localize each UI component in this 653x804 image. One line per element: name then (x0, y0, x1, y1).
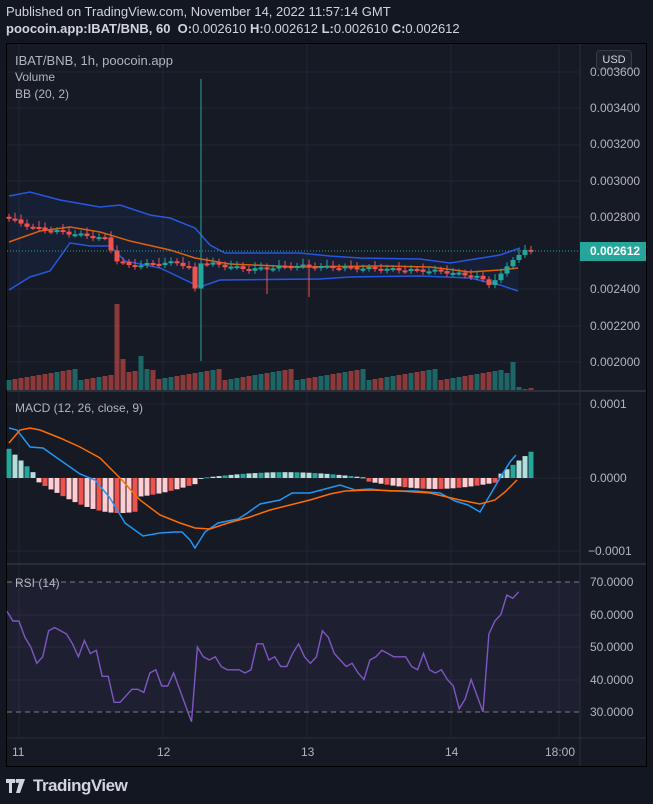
symbol-name: poocoin.app:IBAT/BNB, 60 (6, 21, 171, 36)
brand-name: TradingView (33, 776, 128, 795)
macd-legend[interactable]: MACD (12, 26, close, 9) (15, 401, 144, 415)
tradingview-logo[interactable]: TradingView (6, 776, 128, 796)
price-tick: 0.002200 (590, 319, 641, 333)
high-value: 0.002612 (263, 21, 318, 36)
price-tick: 0.002800 (590, 210, 641, 224)
time-tick: 12 (157, 745, 171, 759)
price-tick: 0.002000 (590, 355, 641, 369)
volume-legend[interactable]: Volume (15, 70, 56, 84)
low-value: 0.002610 (333, 21, 389, 36)
time-tick: 13 (301, 745, 315, 759)
time-tick: 14 (445, 745, 459, 759)
last-price-label: 0.002612 (580, 242, 646, 261)
published-info: Published on TradingView.com, November 1… (6, 4, 391, 19)
macd-tick: 0.0000 (590, 471, 627, 485)
currency-button[interactable]: USD (596, 50, 632, 70)
rsi-tick: 70.0000 (590, 575, 634, 589)
symbol-ohlc-line: poocoin.app:IBAT/BNB, 60 O:0.002610 H:0.… (6, 21, 460, 36)
bb-legend[interactable]: BB (20, 2) (15, 87, 70, 101)
rsi-tick: 60.0000 (590, 608, 634, 622)
price-tick: 0.003000 (590, 174, 641, 188)
chart-frame[interactable] (6, 43, 647, 767)
tradingview-logo-icon (6, 779, 25, 793)
open-value: 0.002610 (192, 21, 247, 36)
rsi-tick: 30.0000 (590, 705, 634, 719)
price-tick: 0.003400 (590, 101, 641, 115)
main-legend[interactable]: IBAT/BNB, 1h, poocoin.app (15, 53, 174, 68)
macd-tick: 0.0001 (590, 397, 627, 411)
close-value: 0.002612 (405, 21, 460, 36)
price-tick: 0.003200 (590, 137, 641, 151)
rsi-legend[interactable]: RSI (14) (15, 576, 60, 590)
time-tick: 18:00 (545, 745, 576, 759)
macd-tick: −0.0001 (588, 544, 632, 558)
price-tick: 0.002400 (590, 282, 641, 296)
rsi-tick: 40.0000 (590, 673, 634, 687)
price-tick: 0.003600 (590, 65, 641, 79)
time-tick: 11 (12, 745, 25, 759)
rsi-tick: 50.0000 (590, 640, 634, 654)
